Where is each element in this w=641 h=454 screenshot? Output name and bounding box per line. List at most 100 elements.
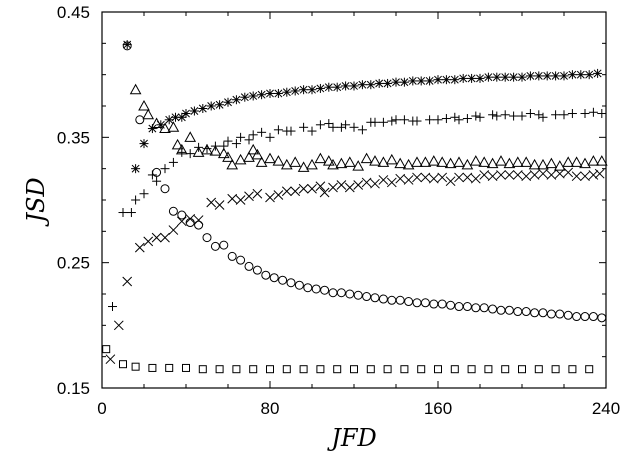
data-point-circle bbox=[353, 290, 363, 300]
data-point-star bbox=[559, 71, 569, 81]
data-point-circle bbox=[168, 206, 178, 216]
data-point-star bbox=[315, 83, 325, 93]
data-point-circle bbox=[462, 302, 472, 312]
data-point-cross bbox=[370, 178, 380, 189]
data-point-triangle bbox=[587, 155, 600, 166]
data-point-square bbox=[434, 365, 442, 374]
data-point-triangle bbox=[570, 156, 583, 167]
data-point-plus bbox=[387, 116, 397, 126]
data-point-triangle bbox=[511, 156, 524, 167]
y-axis-title: JSD bbox=[22, 177, 50, 227]
data-point-cross bbox=[265, 192, 275, 203]
data-point-star bbox=[483, 72, 493, 82]
data-point-triangle bbox=[453, 156, 465, 167]
data-point-star bbox=[265, 88, 275, 98]
data-point-cross bbox=[479, 170, 490, 180]
data-point-plus bbox=[450, 112, 460, 122]
data-point-triangle bbox=[579, 157, 591, 169]
data-point-cross bbox=[281, 186, 292, 197]
data-point-plus bbox=[378, 117, 388, 127]
data-point-triangle bbox=[369, 155, 381, 166]
data-point-circle bbox=[404, 297, 414, 307]
data-point-cross bbox=[252, 188, 263, 199]
data-point-cross bbox=[588, 170, 599, 180]
data-point-plus bbox=[244, 135, 254, 145]
data-point-plus bbox=[509, 111, 519, 121]
x-tick-label: 240 bbox=[592, 399, 620, 418]
data-point-square bbox=[299, 365, 308, 374]
data-point-circle bbox=[194, 220, 204, 230]
data-point-star bbox=[231, 95, 241, 105]
data-point-circle bbox=[122, 41, 132, 51]
data-point-square bbox=[585, 365, 594, 374]
data-point-square bbox=[266, 365, 274, 374]
data-point-square bbox=[333, 365, 342, 374]
data-point-cross bbox=[428, 173, 439, 184]
data-point-cross bbox=[244, 191, 254, 202]
data-point-triangle bbox=[209, 145, 222, 156]
data-marks bbox=[102, 40, 608, 374]
data-point-cross bbox=[395, 173, 406, 184]
data-point-triangle bbox=[486, 157, 499, 169]
data-point-plus bbox=[538, 112, 548, 122]
data-point-plus bbox=[118, 208, 128, 218]
y-tick-label: 0.15 bbox=[57, 379, 90, 398]
data-point-circle bbox=[429, 299, 439, 309]
data-point-cross bbox=[538, 168, 548, 179]
data-point-triangle bbox=[352, 160, 365, 171]
data-point-circle bbox=[471, 303, 481, 313]
data-point-triangle bbox=[469, 155, 482, 166]
data-point-triangle bbox=[322, 155, 335, 166]
data-point-triangle bbox=[159, 122, 171, 134]
data-point-triangle bbox=[314, 152, 327, 164]
data-point-square bbox=[131, 362, 140, 371]
data-point-square bbox=[484, 365, 493, 374]
data-point-triangle bbox=[272, 155, 285, 166]
data-point-triangle bbox=[461, 158, 474, 170]
data-point-cross bbox=[521, 171, 532, 182]
data-point-star bbox=[299, 85, 309, 95]
data-point-star bbox=[500, 72, 510, 82]
data-point-plus bbox=[588, 107, 598, 117]
data-point-circle bbox=[236, 255, 246, 265]
data-point-cross bbox=[594, 168, 605, 179]
data-point-cross bbox=[470, 173, 481, 184]
data-point-triangle bbox=[385, 153, 398, 165]
data-point-cross bbox=[344, 182, 355, 193]
data-point-triangle bbox=[184, 131, 197, 142]
data-point-triangle bbox=[255, 156, 268, 167]
data-point-star bbox=[181, 109, 191, 119]
data-point-circle bbox=[597, 313, 607, 323]
data-point-star bbox=[131, 164, 141, 174]
data-point-circle bbox=[261, 270, 271, 280]
data-point-circle bbox=[227, 251, 237, 261]
data-point-circle bbox=[563, 310, 573, 320]
data-point-cross bbox=[571, 171, 582, 182]
data-point-circle bbox=[488, 304, 498, 314]
data-point-square bbox=[417, 365, 426, 374]
data-point-circle bbox=[437, 299, 447, 309]
data-point-plus bbox=[500, 110, 510, 120]
data-point-triangle bbox=[280, 158, 293, 170]
data-point-circle bbox=[538, 308, 548, 318]
data-point-plus bbox=[177, 147, 187, 157]
data-point-triangle bbox=[537, 158, 549, 170]
data-point-circle bbox=[555, 309, 565, 319]
data-point-circle bbox=[210, 241, 220, 251]
data-point-cross bbox=[580, 171, 590, 182]
data-point-circle bbox=[546, 309, 556, 319]
data-point-plus bbox=[139, 189, 149, 199]
data-point-square bbox=[383, 365, 392, 374]
data-point-triangle bbox=[444, 157, 457, 169]
data-point-star bbox=[576, 70, 586, 80]
data-point-square bbox=[350, 365, 358, 374]
data-point-plus bbox=[336, 122, 346, 132]
data-point-circle bbox=[504, 305, 514, 315]
data-point-cross bbox=[160, 232, 170, 243]
data-point-star bbox=[534, 71, 544, 81]
data-point-star bbox=[357, 80, 367, 90]
data-point-square bbox=[282, 365, 291, 374]
data-point-star bbox=[416, 76, 426, 86]
data-point-triangle bbox=[201, 143, 213, 155]
data-point-cross bbox=[298, 183, 309, 194]
